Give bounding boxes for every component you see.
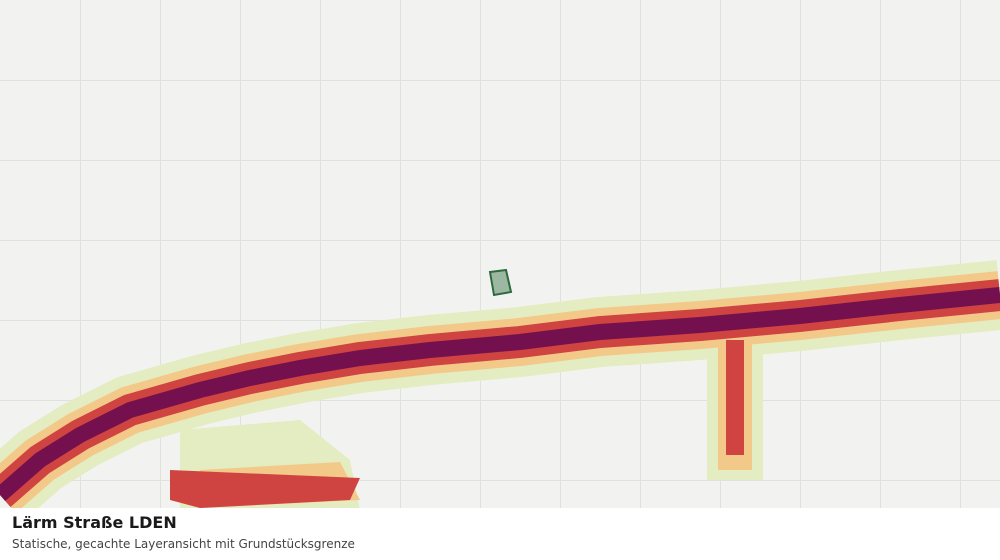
- caption-panel: Lärm Straße LDEN Statische, gecachte Lay…: [0, 508, 1000, 560]
- noise-zone-high: [170, 470, 360, 508]
- parcel-boundary: [488, 268, 513, 297]
- layer-title: Lärm Straße LDEN: [12, 513, 177, 532]
- noise-zone-very-high: [0, 287, 1000, 502]
- layer-subtitle: Statische, gecachte Layeransicht mit Gru…: [12, 537, 355, 551]
- noise-layer: [0, 260, 1000, 522]
